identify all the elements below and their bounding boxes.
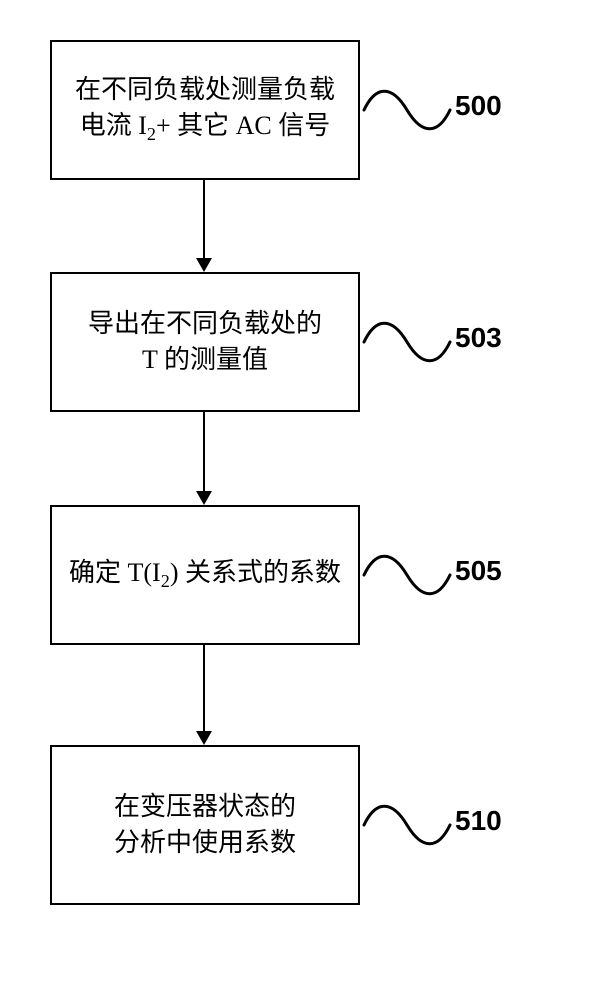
flow-arrow-head [196, 258, 212, 272]
callout-wave [362, 795, 452, 860]
callout-wave [362, 80, 452, 145]
node-number-label: 510 [455, 805, 502, 837]
node-text: 确定 T(I2) 关系式的系数 [69, 555, 341, 595]
flowchart-node: 在不同负载处测量负载电流 I2+ 其它 AC 信号 [50, 40, 360, 180]
flowchart-node: 导出在不同负载处的T 的测量值 [50, 272, 360, 412]
flow-arrow-line [203, 180, 205, 260]
flow-arrow-head [196, 491, 212, 505]
flow-arrow-head [196, 731, 212, 745]
callout-wave [362, 312, 452, 377]
flow-arrow-line [203, 412, 205, 493]
flow-arrow-line [203, 645, 205, 733]
flowchart-node: 确定 T(I2) 关系式的系数 [50, 505, 360, 645]
node-number-label: 505 [455, 555, 502, 587]
callout-wave [362, 545, 452, 610]
node-text: 导出在不同负载处的T 的测量值 [88, 306, 322, 379]
flowchart-node: 在变压器状态的分析中使用系数 [50, 745, 360, 905]
node-number-label: 503 [455, 322, 502, 354]
node-text: 在不同负载处测量负载电流 I2+ 其它 AC 信号 [75, 72, 335, 148]
node-number-label: 500 [455, 90, 502, 122]
node-text: 在变压器状态的分析中使用系数 [114, 789, 296, 862]
